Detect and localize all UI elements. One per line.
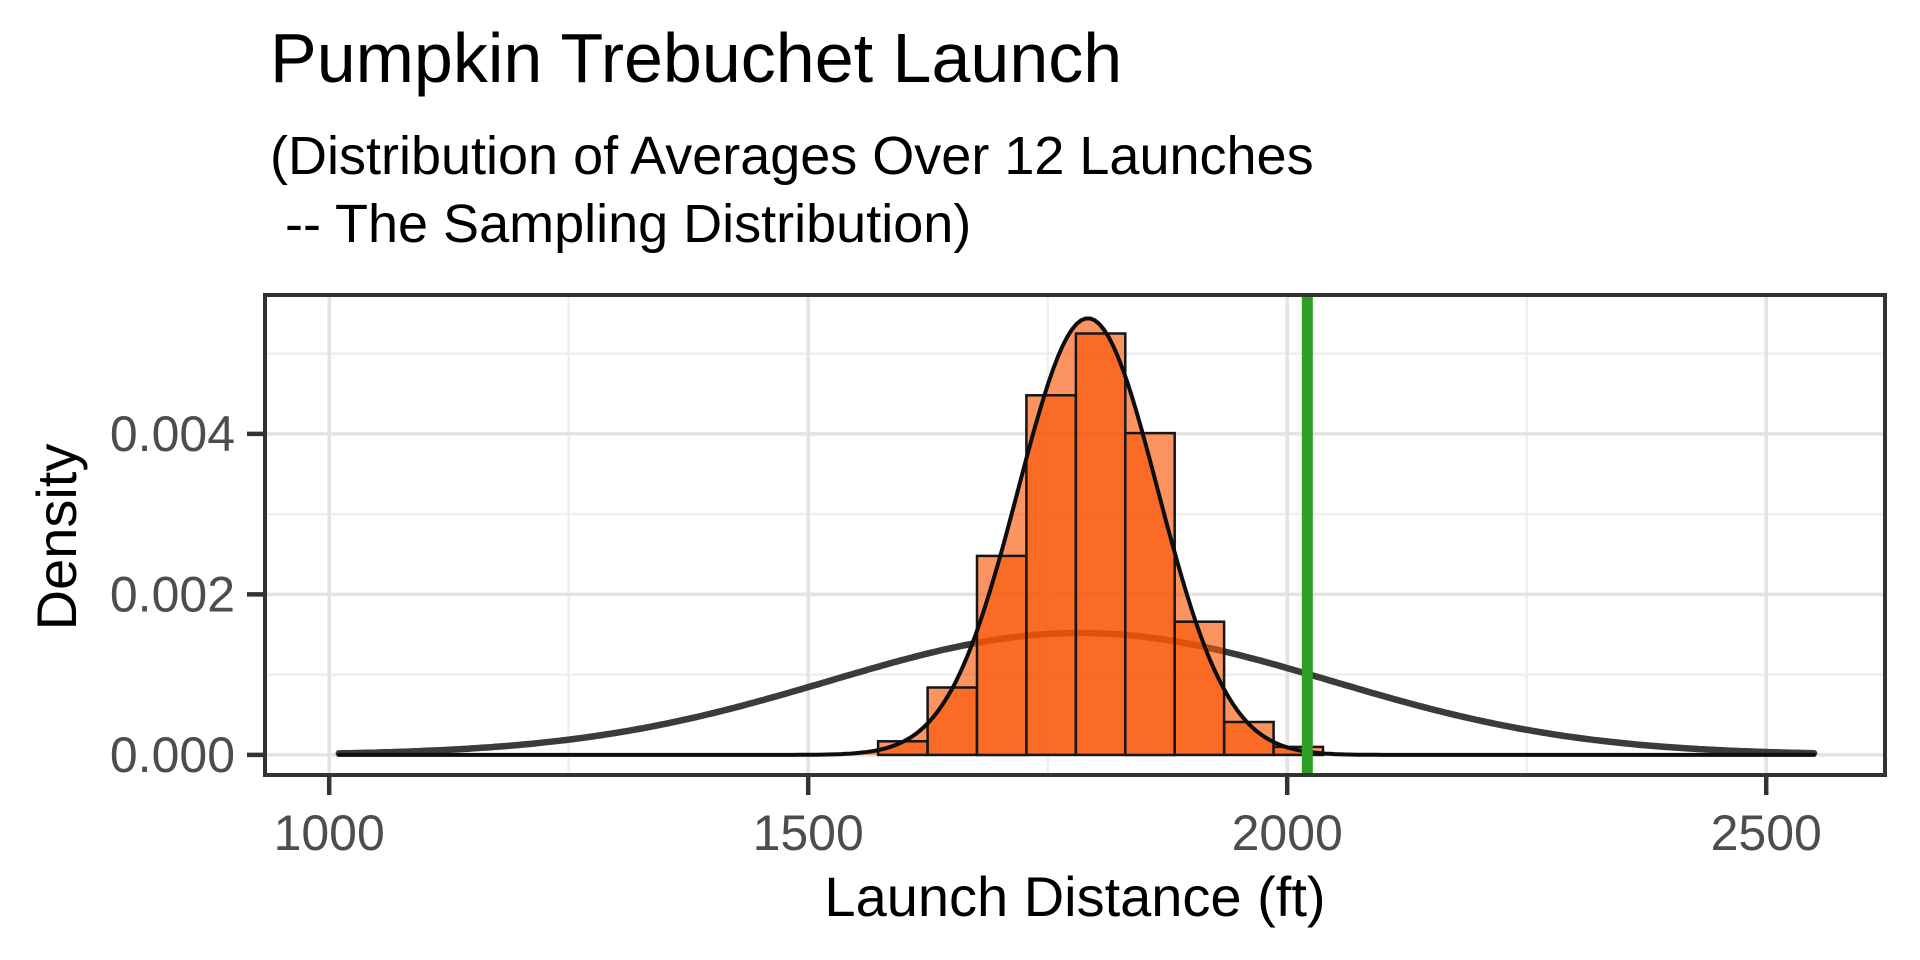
sampling-density-curve xyxy=(336,316,1817,757)
y-axis-title: Density xyxy=(25,443,88,631)
panel-decor xyxy=(247,293,1887,795)
tick-labels: 1000 1500 2000 2500 0.000 0.002 0.004 xyxy=(110,406,1822,861)
histogram-bar xyxy=(975,554,1028,757)
histogram-bar xyxy=(1025,394,1078,757)
x-axis-title: Launch Distance (ft) xyxy=(824,865,1326,928)
histogram-bar xyxy=(1124,431,1176,757)
chart-title: Pumpkin Trebuchet Launch xyxy=(270,19,1123,97)
y-tick-label: 0.000 xyxy=(110,727,235,783)
chart-subtitle-line1: (Distribution of Averages Over 12 Launch… xyxy=(270,126,1314,186)
panel-border xyxy=(263,293,1887,777)
histogram-bar xyxy=(1074,332,1127,757)
y-tick-label: 0.004 xyxy=(110,406,235,462)
x-tick-label: 1500 xyxy=(753,805,864,861)
histogram-bar xyxy=(1173,620,1226,757)
x-tick-label: 1000 xyxy=(274,805,385,861)
x-tick-label: 2000 xyxy=(1232,805,1343,861)
x-tick-label: 2500 xyxy=(1711,805,1822,861)
chart-layers xyxy=(335,297,1818,773)
chart-subtitle-line2: -- The Sampling Distribution) xyxy=(270,194,972,254)
y-tick-label: 0.002 xyxy=(110,566,235,622)
histogram-bar xyxy=(926,686,979,757)
